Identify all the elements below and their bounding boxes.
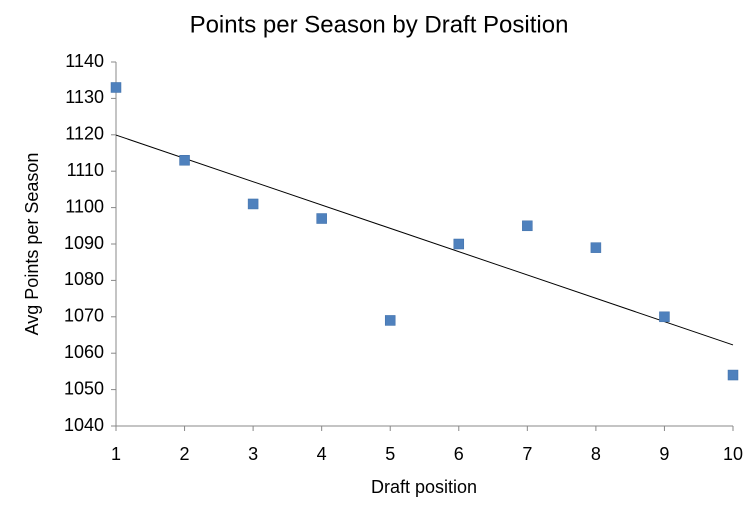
x-tick-label: 2	[180, 444, 190, 464]
y-tick-label: 1090	[64, 233, 104, 253]
point	[110, 82, 122, 93]
x-tick-label: 1	[111, 444, 121, 464]
x-axis-title: Draft position	[371, 477, 477, 497]
y-axis-title: Avg Points per Season	[22, 153, 42, 336]
point	[179, 155, 190, 166]
y-tick-label: 1100	[65, 196, 104, 216]
y-tick-label: 1070	[64, 306, 104, 326]
y-tick-label: 1040	[64, 415, 104, 435]
point	[522, 220, 533, 232]
x-tick-label: 8	[591, 444, 601, 464]
y-tick-label: 1130	[65, 87, 104, 107]
y-tick-label: 1110	[67, 160, 104, 180]
y-tick-label: 1080	[64, 269, 104, 289]
x-tick-label: 5	[385, 444, 395, 464]
point	[659, 311, 670, 323]
y-tick-label: 1060	[64, 342, 104, 362]
y-tick-label: 1140	[65, 51, 104, 71]
point	[316, 213, 327, 224]
trendline	[115, 134, 734, 346]
point	[247, 198, 259, 210]
x-tick-label: 6	[454, 444, 464, 464]
chart-title: Points per Season by Draft Position	[190, 11, 569, 38]
y-tick-label: 1120	[65, 124, 104, 144]
x-tick-label: 10	[723, 444, 743, 464]
x-tick-label: 4	[317, 444, 327, 464]
point	[590, 242, 602, 253]
x-tick-label: 3	[248, 444, 258, 464]
x-tick-label: 9	[659, 444, 669, 464]
x-tick-label: 7	[522, 444, 532, 464]
point	[727, 369, 739, 381]
point	[384, 315, 396, 326]
point	[453, 238, 465, 250]
y-tick-label: 1050	[64, 378, 104, 398]
